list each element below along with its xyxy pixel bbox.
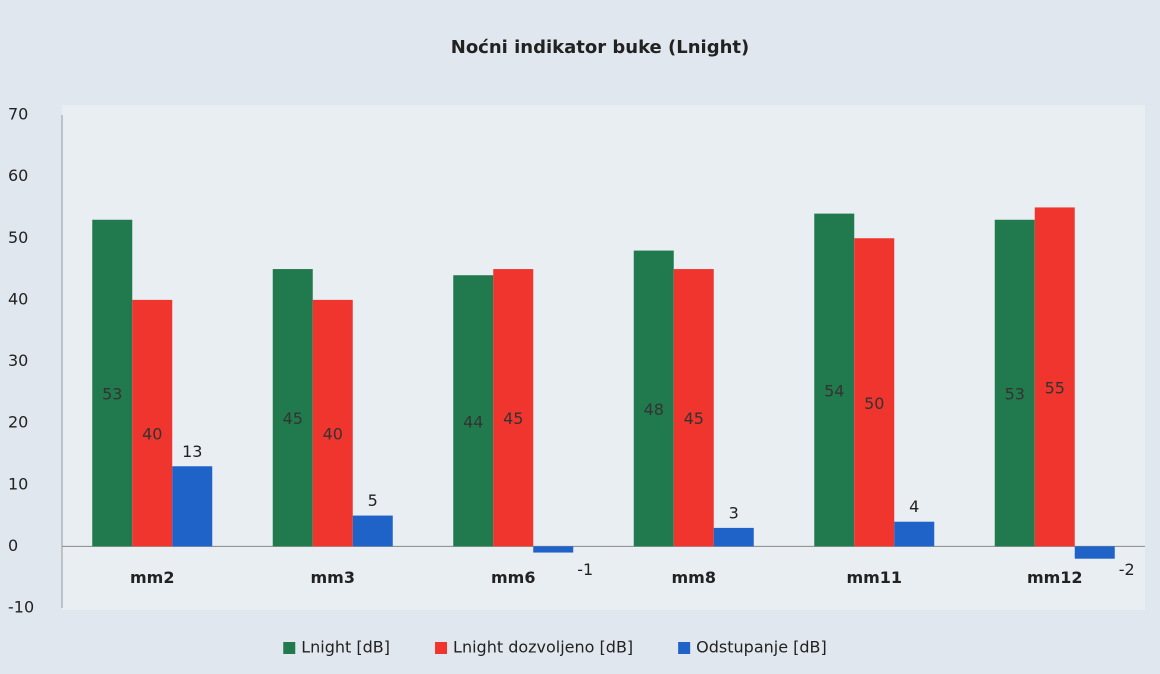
legend-swatch (678, 642, 691, 654)
bar (132, 299, 173, 547)
bar (854, 238, 895, 547)
bar (814, 213, 855, 547)
y-tick-label: 20 (8, 413, 28, 432)
data-label: 50 (864, 394, 884, 413)
data-label: 44 (463, 412, 483, 431)
data-label: 53 (1005, 385, 1025, 404)
data-label: -2 (1119, 560, 1135, 579)
bar (994, 219, 1035, 547)
data-label: 40 (142, 425, 162, 444)
legend-label: Lnight [dB] (301, 638, 390, 657)
bar (673, 269, 714, 547)
x-tick-label: mm12 (1027, 568, 1083, 587)
bar (1074, 546, 1115, 559)
data-label: 13 (182, 442, 202, 461)
bar (1034, 207, 1075, 547)
data-label: -1 (577, 560, 593, 579)
data-label: 4 (909, 497, 919, 516)
bar (172, 466, 213, 547)
bar (633, 250, 674, 547)
chart-title: Noćni indikator buke (Lnight) (451, 37, 750, 58)
data-label: 53 (102, 385, 122, 404)
bar (894, 521, 935, 547)
bar (533, 546, 574, 553)
y-tick-label: 10 (8, 474, 28, 493)
legend-swatch (435, 642, 448, 654)
bar (352, 515, 393, 547)
x-tick-label: mm3 (311, 568, 355, 587)
data-label: 55 (1045, 378, 1065, 397)
y-tick-label: 40 (8, 289, 28, 308)
y-tick-label: 30 (8, 351, 28, 370)
bar (493, 269, 534, 547)
y-tick-label: 70 (8, 105, 28, 124)
data-label: 45 (283, 409, 303, 428)
x-tick-label: mm8 (672, 568, 716, 587)
y-tick-label: 60 (8, 166, 28, 185)
data-label: 5 (368, 491, 378, 510)
x-tick-label: mm6 (491, 568, 535, 587)
legend-swatch (283, 642, 296, 654)
legend-label: Odstupanje [dB] (696, 638, 827, 657)
data-label: 48 (644, 400, 664, 419)
y-tick-label: 50 (8, 228, 28, 247)
bar (92, 219, 133, 547)
data-label: 45 (684, 409, 704, 428)
data-label: 3 (729, 503, 739, 522)
data-label: 54 (824, 381, 844, 400)
y-tick-label: -10 (8, 598, 34, 617)
data-label: 45 (503, 409, 523, 428)
bar (272, 269, 313, 547)
bar (453, 275, 494, 547)
legend-label: Lnight dozvoljeno [dB] (453, 638, 633, 657)
data-label: 40 (323, 425, 343, 444)
x-tick-label: mm11 (846, 568, 902, 587)
bar (312, 299, 353, 547)
x-tick-label: mm2 (130, 568, 174, 587)
plot-area (62, 105, 1145, 610)
y-tick-label: 0 (8, 536, 18, 555)
bar (713, 527, 754, 547)
